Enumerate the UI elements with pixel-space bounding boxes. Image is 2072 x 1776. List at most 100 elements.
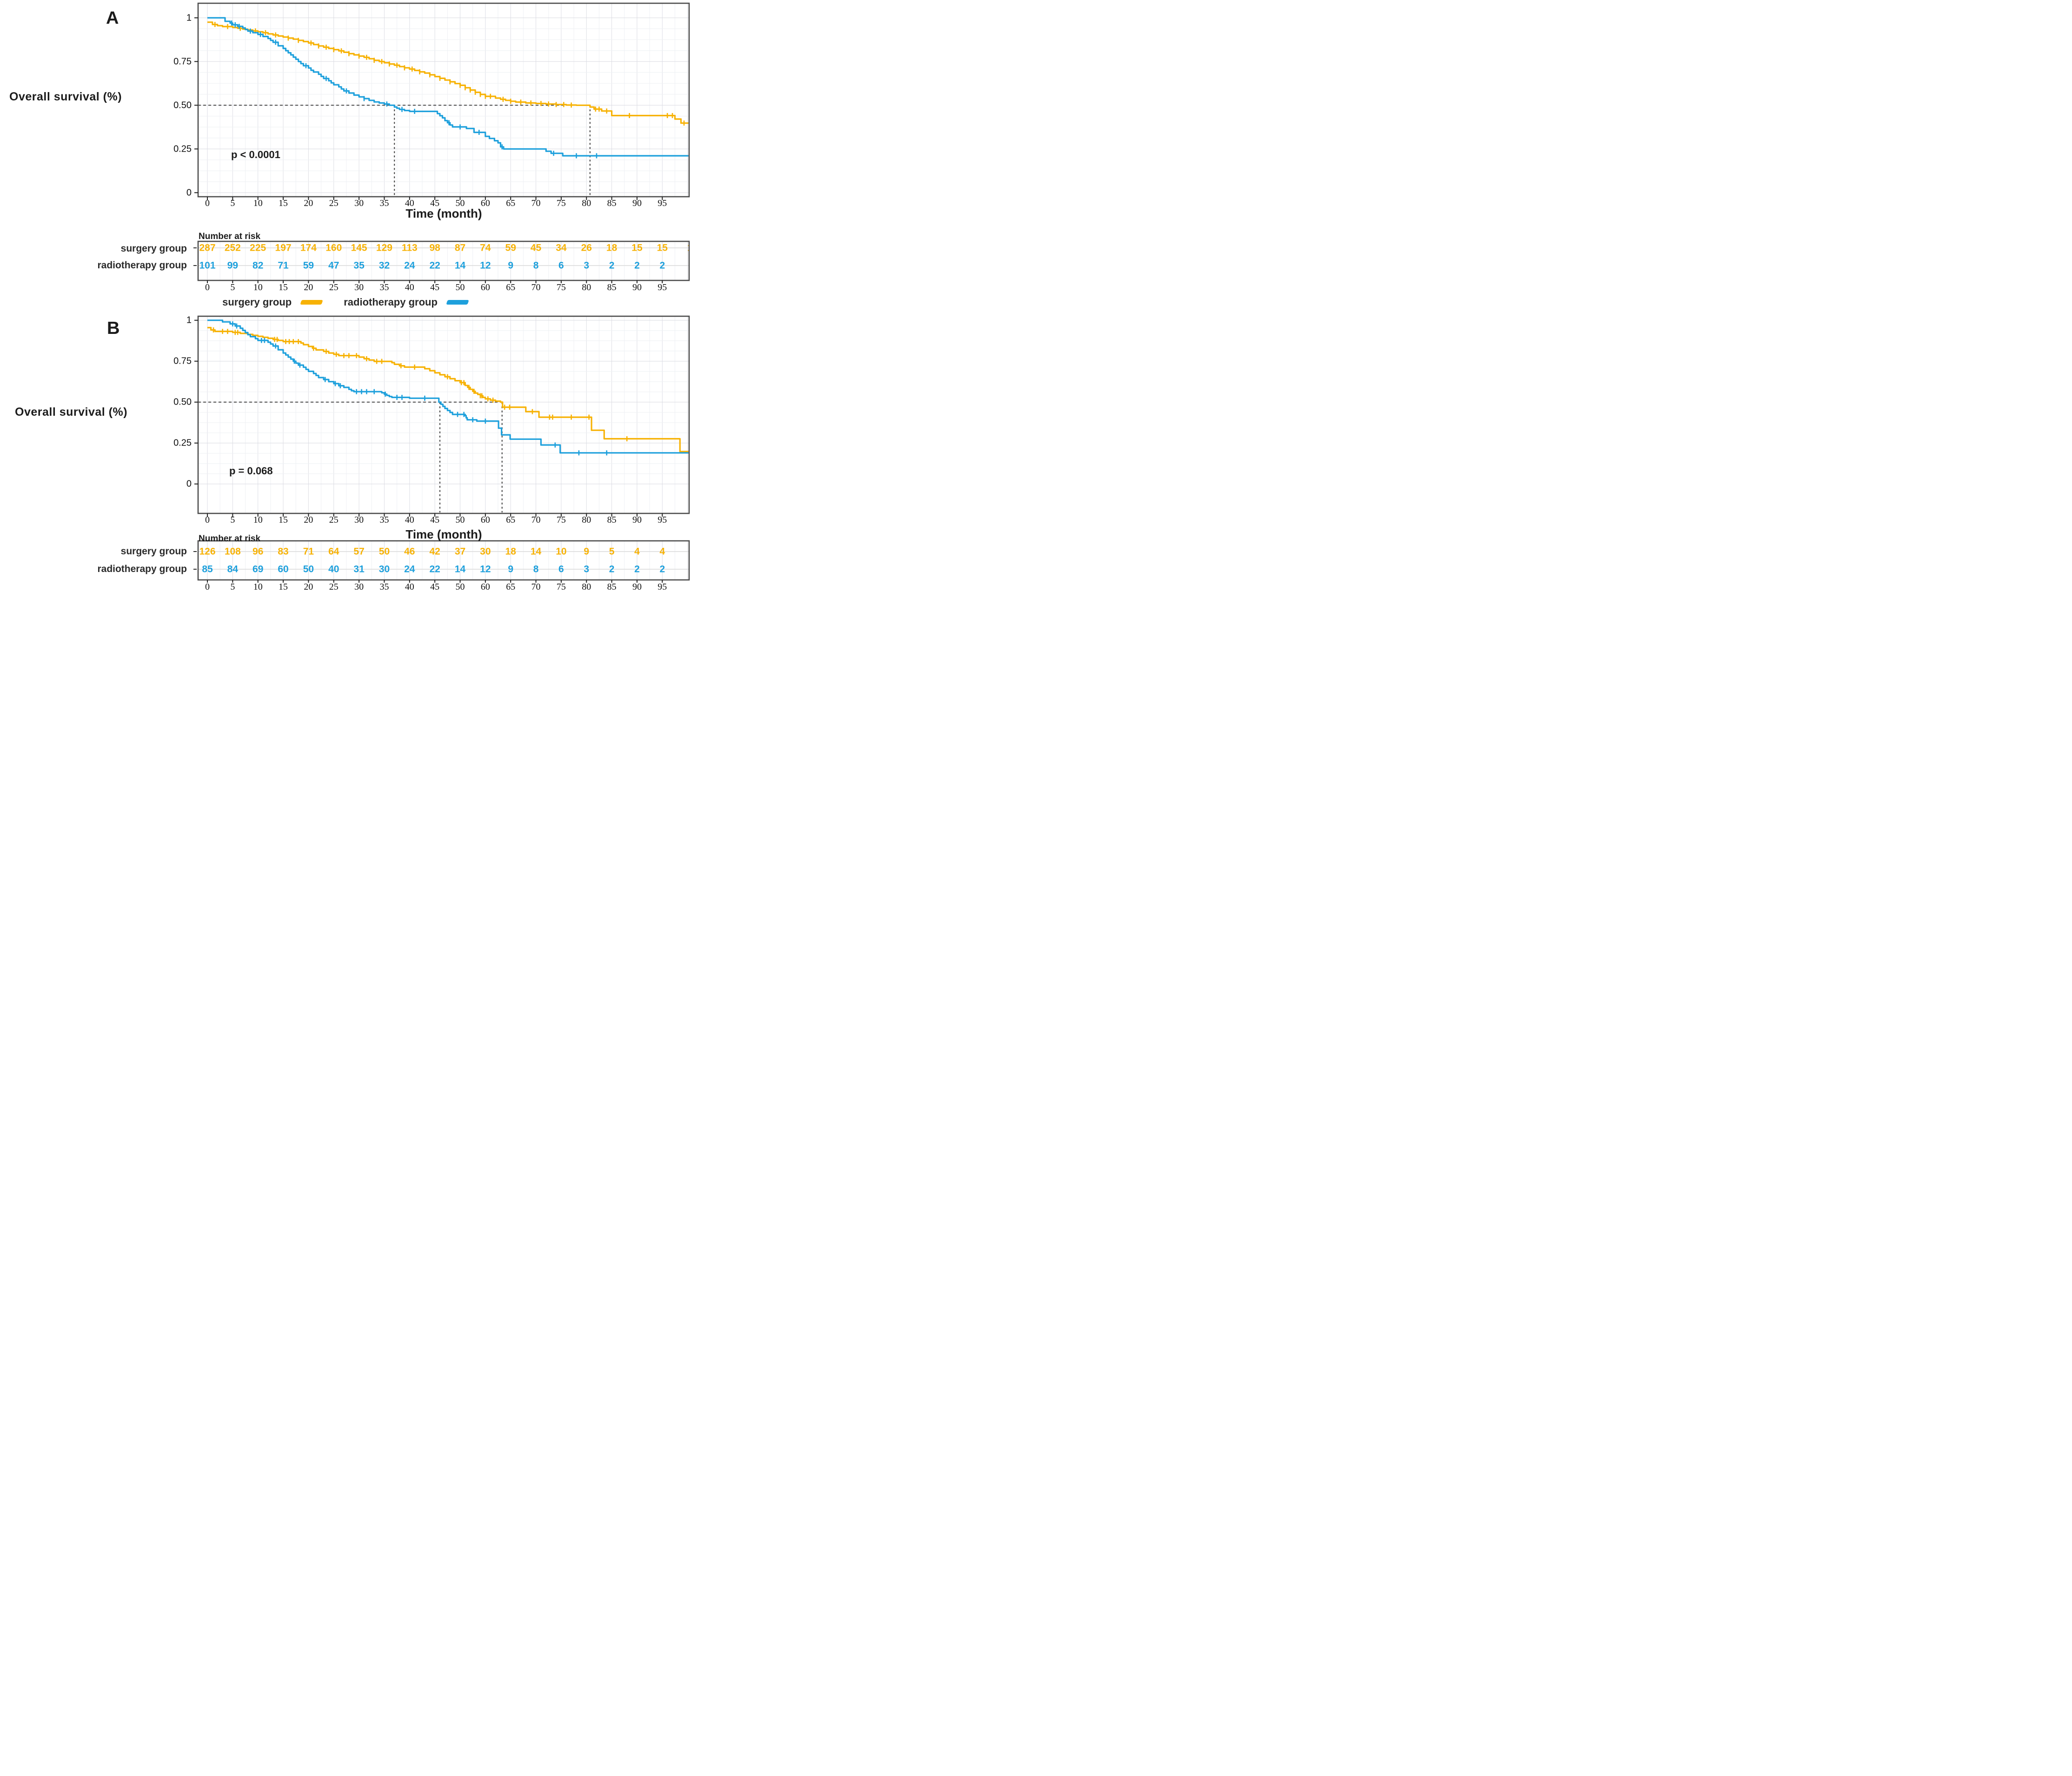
risk-value: 6	[558, 260, 564, 271]
risk-table-frame	[197, 540, 690, 581]
x-tick-label: 80	[582, 515, 591, 525]
km-curve-radiotherapy-group	[207, 17, 689, 157]
risk-x-tick-label: 80	[582, 582, 591, 592]
x-tick-label: 45	[430, 198, 439, 208]
risk-value: 59	[303, 260, 314, 271]
y-tick-label: 0.75	[173, 356, 192, 366]
x-tick-label: 10	[253, 198, 263, 208]
risk-x-tick-label: 90	[632, 282, 642, 293]
risk-value: 8	[533, 564, 539, 575]
legend-swatch-radiotherapy	[446, 300, 469, 305]
risk-value: 108	[225, 546, 241, 557]
risk-x-tick-label: 60	[481, 282, 490, 293]
risk-value: 252	[225, 243, 241, 253]
risk-value: 5	[609, 546, 615, 557]
risk-value: 160	[325, 243, 342, 253]
risk-value: 71	[303, 546, 314, 557]
risk-x-tick-label: 5	[230, 282, 235, 293]
risk-value: 71	[278, 260, 289, 271]
risk-value: 50	[379, 546, 390, 557]
y-tick-label: 1	[186, 13, 192, 23]
y-tick-label: 1	[186, 315, 192, 326]
risk-x-tick-label: 45	[430, 282, 439, 293]
risk-x-tick-label: 15	[279, 282, 288, 293]
x-tick-label: 40	[405, 198, 414, 208]
risk-x-tick-label: 95	[657, 582, 667, 592]
risk-x-tick-label: 40	[405, 582, 414, 592]
y-axis-title-panel-b: Overall survival (%)	[15, 406, 128, 419]
risk-value: 12	[480, 564, 491, 575]
risk-value: 57	[353, 546, 364, 557]
risk-x-tick-label: 80	[582, 282, 591, 293]
risk-table-header-panel-b: Number at risk	[199, 534, 261, 544]
risk-x-tick-label: 95	[657, 282, 667, 293]
x-tick-label: 65	[506, 198, 515, 208]
x-tick-label: 95	[657, 198, 667, 208]
risk-value: 12	[480, 260, 491, 271]
panel-a-letter: A	[106, 8, 119, 28]
risk-x-tick-label: 10	[253, 282, 263, 293]
x-tick-label: 35	[379, 198, 389, 208]
risk-x-tick-label: 85	[607, 582, 617, 592]
y-tick-label: 0.50	[173, 397, 192, 407]
risk-x-tick-label: 15	[279, 582, 288, 592]
risk-value: 15	[631, 243, 643, 253]
risk-x-tick-label: 60	[481, 582, 490, 592]
risk-value: 9	[508, 564, 513, 575]
risk-value: 99	[227, 260, 238, 271]
x-tick-label: 60	[481, 515, 490, 525]
risk-value: 10	[556, 546, 566, 557]
y-tick-label: 0.25	[173, 438, 192, 448]
y-tick-label: 0	[186, 479, 192, 489]
risk-value: 22	[429, 564, 440, 575]
y-tick-label: 0	[186, 187, 192, 198]
risk-x-tick-label: 65	[506, 582, 515, 592]
x-tick-label: 30	[354, 515, 364, 525]
risk-value: 287	[199, 243, 215, 253]
x-tick-label: 20	[304, 515, 313, 525]
risk-x-tick-label: 90	[632, 582, 642, 592]
risk-value: 64	[328, 546, 339, 557]
x-axis-title-panel-a: Time (month)	[405, 206, 482, 220]
risk-value: 24	[404, 260, 415, 271]
km-figure-canvas: 0 5 10 15 20 25 30 35 40 45 50 60 65 70 75 80 85 90 9510.7…	[173, 2, 690, 592]
risk-x-tick-label: 30	[354, 282, 364, 293]
risk-value: 3	[584, 564, 589, 575]
x-tick-label: 75	[557, 515, 566, 525]
x-tick-label: 5	[230, 198, 235, 208]
risk-row-label-surgery-a: surgery group	[120, 243, 187, 254]
risk-x-tick-label: 5	[230, 582, 235, 592]
x-tick-label: 30	[354, 198, 364, 208]
km-curve-surgery-group	[207, 21, 689, 124]
x-tick-label: 50	[456, 198, 465, 208]
risk-value: 82	[252, 260, 263, 271]
x-tick-label: 25	[329, 515, 339, 525]
risk-x-tick-label: 20	[304, 582, 313, 592]
risk-value: 101	[199, 260, 215, 271]
p-value-panel-b: p = 0.068	[229, 465, 273, 477]
risk-value: 2	[609, 564, 615, 575]
risk-value: 129	[376, 243, 392, 253]
x-tick-label: 90	[632, 515, 642, 525]
x-tick-label: 5	[230, 515, 235, 525]
risk-x-tick-label: 70	[531, 282, 541, 293]
risk-table-panel-B: 126 108 96 83 71 64 57 50 46 42 37 30 18 14 10 9 5 4 485 84…	[199, 541, 689, 579]
risk-value: 9	[584, 546, 589, 557]
plot-frame	[197, 315, 690, 514]
x-tick-label: 70	[531, 515, 541, 525]
x-tick-label: 50	[456, 515, 465, 525]
risk-value: 14	[531, 546, 542, 557]
risk-x-tick-label: 25	[329, 582, 339, 592]
risk-value: 8	[533, 260, 539, 271]
risk-value: 15	[657, 243, 668, 253]
plot-frame	[197, 2, 690, 198]
y-tick-label: 0.50	[173, 100, 192, 110]
risk-x-tick-label: 45	[430, 582, 439, 592]
y-axis-title-panel-a: Overall survival (%)	[9, 90, 122, 103]
risk-value: 3	[584, 260, 589, 271]
p-value-panel-a: p < 0.0001	[231, 149, 280, 160]
x-tick-label: 15	[279, 198, 288, 208]
risk-value: 74	[480, 243, 491, 253]
risk-value: 22	[429, 260, 440, 271]
risk-x-tick-label: 25	[329, 282, 339, 293]
